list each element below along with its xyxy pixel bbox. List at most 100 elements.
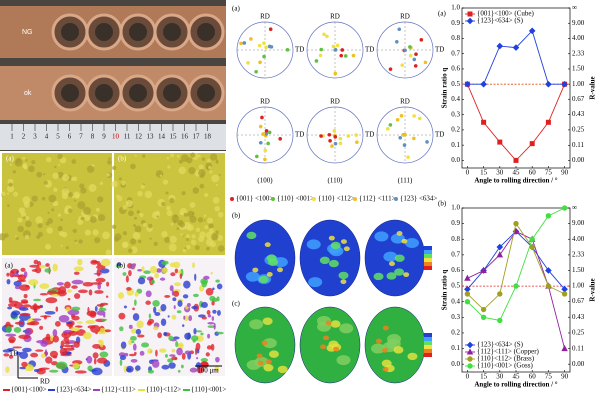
grain: [37, 231, 43, 238]
pole-rd: RD: [330, 98, 340, 106]
grain: [50, 294, 60, 297]
grain: [162, 179, 169, 185]
marker: [529, 236, 535, 242]
grain: [19, 351, 29, 359]
odf-contour: [343, 246, 350, 252]
grain: [198, 169, 206, 177]
grain: [25, 285, 30, 288]
grain: [89, 216, 97, 223]
marker: [561, 80, 568, 88]
grain: [77, 201, 86, 210]
grain: [86, 355, 93, 364]
y2-tick-label: 4.00: [572, 235, 585, 243]
grain: [71, 306, 81, 311]
panel-label: (a): [6, 155, 14, 163]
grain: [195, 342, 201, 351]
grain: [63, 344, 74, 348]
grain: [39, 367, 50, 370]
grain: [43, 173, 46, 176]
grain: [57, 171, 64, 179]
grain: [78, 289, 88, 294]
grain: [198, 154, 201, 158]
pole-point: [264, 132, 269, 136]
strip-hole: [129, 23, 147, 41]
grain: [35, 216, 43, 224]
grain: [55, 361, 68, 370]
grain: [55, 306, 59, 312]
grain: [129, 263, 136, 270]
grain: [57, 153, 63, 160]
grain: [104, 329, 112, 333]
legend-label: {123} <634>: [400, 195, 437, 203]
grain: [170, 153, 175, 158]
grain: [65, 306, 71, 312]
pole-point: [333, 135, 338, 139]
grain: [79, 183, 85, 189]
grain: [84, 229, 91, 236]
grain: [20, 305, 24, 309]
grain: [122, 272, 127, 276]
grain: [121, 180, 126, 186]
grain: [168, 362, 176, 369]
grain: [160, 318, 167, 326]
pole-point: [278, 137, 282, 141]
strip-hole: [163, 23, 181, 41]
x-tick-label: 45: [513, 169, 521, 177]
pole-point: [335, 43, 340, 48]
marker: [464, 80, 471, 88]
x-tick-label: 30: [496, 169, 504, 177]
marker: [513, 220, 519, 227]
grain: [218, 173, 221, 176]
y-tick-label: 0.5: [451, 282, 460, 290]
y-tick-label: 0.2: [451, 329, 460, 337]
pole-point: [263, 148, 268, 153]
grain: [200, 332, 204, 336]
grain: [60, 340, 65, 348]
grain: [86, 165, 95, 173]
odf-contour: [256, 353, 263, 359]
grain: [134, 225, 142, 233]
grain: [206, 345, 212, 350]
grain: [191, 305, 198, 310]
grain: [54, 165, 57, 169]
grain: [16, 270, 19, 275]
grain: [72, 228, 77, 234]
grain: [200, 358, 209, 362]
grain: [44, 268, 52, 273]
grain: [132, 231, 141, 240]
grain: [36, 171, 43, 178]
grain: [209, 241, 216, 248]
pole-td: TD: [365, 131, 374, 139]
grain: [45, 333, 51, 341]
grain: [125, 275, 129, 283]
grain: [204, 225, 209, 230]
odf-contour: [382, 366, 389, 372]
grain: [196, 330, 203, 333]
grain: [63, 347, 75, 351]
ruler-number: 9: [102, 133, 106, 141]
odf-contour: [336, 355, 351, 366]
odf-key: [424, 250, 432, 254]
grain: [172, 297, 177, 302]
marker: [496, 243, 504, 251]
odf-contour: [382, 325, 389, 331]
grain: [214, 205, 220, 212]
strip-hole: [61, 23, 79, 41]
pole-point: [339, 53, 344, 58]
y2-tick-label: 0.25: [572, 329, 585, 337]
legend-label: {110} <001>: [277, 195, 314, 203]
marker: [513, 283, 519, 289]
odf-contour: [276, 267, 283, 273]
pole-point: [258, 140, 263, 145]
grain: [206, 246, 210, 251]
pole-column: (110): [328, 177, 344, 185]
odf-contour: [381, 359, 392, 368]
grain: [136, 320, 144, 329]
odf-contour: [320, 344, 327, 350]
grain: [29, 264, 40, 268]
grain: [123, 365, 127, 373]
pole-point: [242, 41, 247, 45]
grain: [169, 354, 176, 357]
grain: [217, 245, 225, 252]
grain: [137, 190, 143, 197]
